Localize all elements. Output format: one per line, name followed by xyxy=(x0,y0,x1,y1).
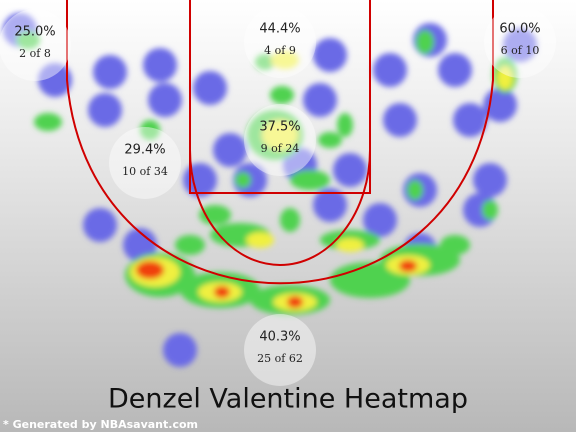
heat-blob xyxy=(136,261,164,279)
heat-blob xyxy=(473,163,507,197)
zone-marker xyxy=(0,9,71,81)
heat-blob xyxy=(183,163,217,197)
heat-blob xyxy=(280,208,300,232)
zone-marker xyxy=(244,6,316,78)
heat-blob xyxy=(333,153,367,187)
heat-blob xyxy=(313,188,347,222)
heat-blob xyxy=(503,28,537,62)
zone-percent: 29.4% xyxy=(124,143,165,158)
heat-blob xyxy=(193,71,227,105)
zone-record: 10 of 34 xyxy=(122,165,168,178)
heat-blob xyxy=(270,86,294,104)
heat-blob xyxy=(453,103,487,137)
heat-blob xyxy=(255,54,275,70)
heat-blob xyxy=(16,31,40,49)
heat-blob xyxy=(303,83,337,117)
heat-blob xyxy=(213,133,247,167)
zone-percent: 40.3% xyxy=(259,330,300,345)
zone-record: 4 of 9 xyxy=(264,44,296,57)
heat-blob xyxy=(383,103,417,137)
zone-record: 6 of 10 xyxy=(501,44,540,57)
zone-percent: 37.5% xyxy=(259,120,300,135)
heat-blob xyxy=(438,53,472,87)
heat-blob xyxy=(497,66,513,90)
zone-record: 2 of 8 xyxy=(19,47,51,60)
heat-blob xyxy=(175,235,205,255)
chart-title: Denzel Valentine Heatmap xyxy=(108,384,468,415)
heat-blob xyxy=(140,120,160,140)
zone-percent: 25.0% xyxy=(14,25,55,40)
heat-blob xyxy=(235,172,251,188)
heat-blob xyxy=(337,113,353,137)
heat-blob xyxy=(290,170,330,190)
zones: 25.0% 2 of 8 44.4% 4 of 9 60.0% 6 of 10 29.4% 1… xyxy=(0,6,556,386)
heat-blob xyxy=(163,333,197,367)
heat-blob xyxy=(399,260,417,272)
heat-blob xyxy=(313,38,347,72)
heat-blob xyxy=(407,180,423,200)
footer: * Generated by NBAsavant.com xyxy=(3,418,198,431)
zone-marker xyxy=(484,6,556,78)
court-lines xyxy=(66,0,494,285)
zone-percent: 60.0% xyxy=(499,22,540,37)
heat-blob xyxy=(363,203,397,237)
heat-blob xyxy=(336,238,364,252)
zone-marker xyxy=(244,104,316,176)
zone-percent: 44.4% xyxy=(259,22,300,37)
heat-blob xyxy=(88,93,122,127)
heat-blob xyxy=(34,113,62,131)
heat-blob xyxy=(38,63,72,97)
heat-blob xyxy=(271,51,299,69)
heat-blob xyxy=(373,53,407,87)
zone-record: 25 of 62 xyxy=(257,352,303,365)
heat-blob xyxy=(246,232,274,248)
heat-blob xyxy=(93,55,127,89)
heat-blob xyxy=(482,200,498,220)
heat-blob xyxy=(416,30,434,54)
heat-blob xyxy=(318,132,342,148)
heat-blob xyxy=(214,286,230,298)
zone-marker xyxy=(244,314,316,386)
heat-blob xyxy=(440,235,470,255)
zone-marker xyxy=(109,127,181,199)
heat-blob xyxy=(123,228,157,262)
zone-record: 9 of 24 xyxy=(261,142,300,155)
heat-blob xyxy=(199,205,231,225)
heat-blob xyxy=(287,296,303,308)
heat-blob xyxy=(143,48,177,82)
heat-blob xyxy=(83,208,117,242)
heat-blob xyxy=(262,120,298,150)
heat-blob xyxy=(148,83,182,117)
